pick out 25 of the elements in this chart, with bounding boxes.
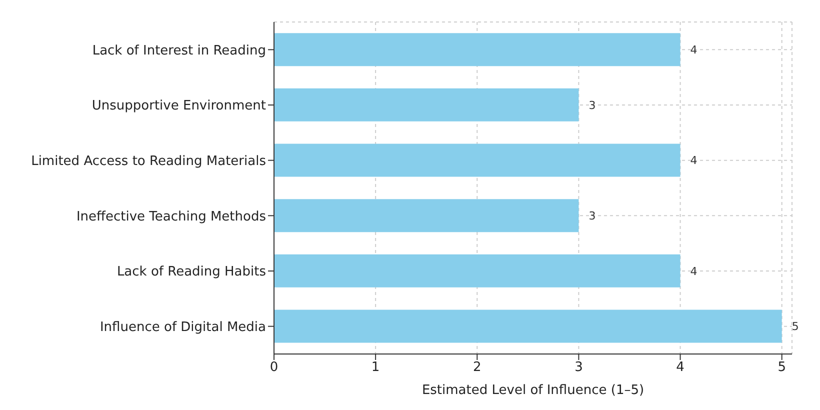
x-tick-label: 5 [778,360,786,376]
y-tick-label: Lack of Interest in Reading [92,43,266,58]
x-tick-label: 3 [574,360,583,376]
data-label: 5 [792,320,799,334]
data-label: 4 [690,154,698,168]
bar [274,144,680,177]
data-label: 4 [690,43,698,56]
x-tick-label: 4 [676,360,684,376]
bar [274,254,680,288]
bar [274,88,579,122]
bar [274,310,782,343]
data-label: 4 [690,264,698,278]
y-tick-label: Influence of Digital Media [100,320,266,335]
bar [274,33,680,66]
x-tick-label: 0 [270,360,278,376]
x-tick-label: 2 [472,360,482,376]
y-tick-label: Ineffective Teaching Methods [76,209,266,224]
data-label: 3 [588,209,596,222]
x-tick-label: 1 [371,360,380,376]
y-tick-label: Unsupportive Environment [92,98,266,114]
x-axis-title: Estimated Level of Influence (1–5) [422,383,644,398]
y-tick-label: Limited Access to Reading Materials [31,154,266,169]
y-tick-label: Lack of Reading Habits [116,264,266,280]
data-label: 3 [588,98,596,112]
bar [274,199,579,232]
